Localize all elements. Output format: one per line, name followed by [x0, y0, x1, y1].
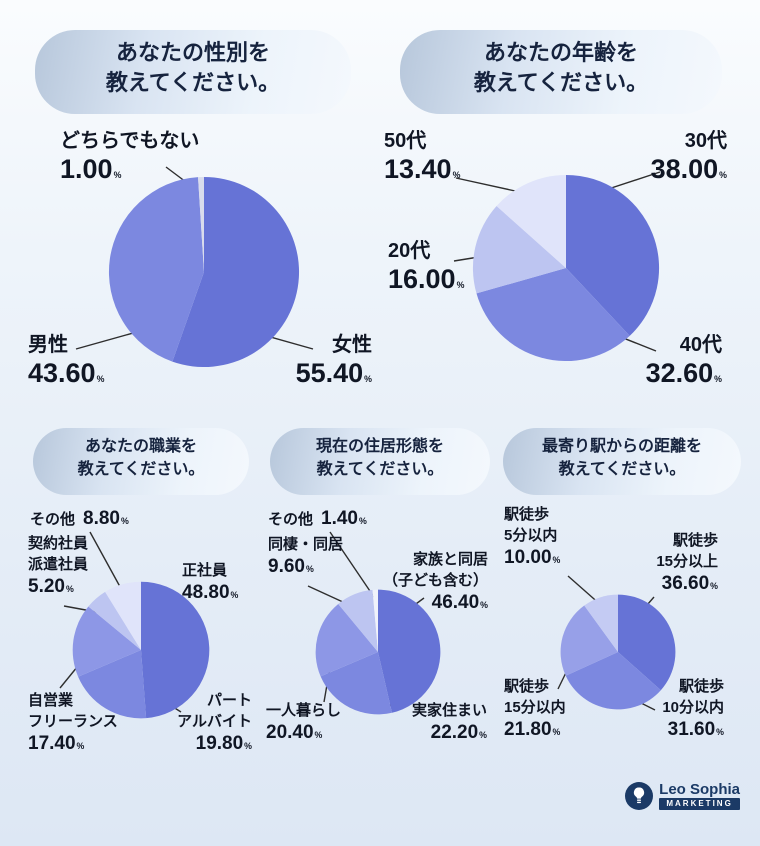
title-line: 現在の住居形態を: [315, 438, 444, 455]
label-housing-parents: 実家住まい 22.20%: [411, 702, 487, 743]
pie-slice-20代: [472, 206, 566, 294]
label-housing-alone: 一人暮らし 20.40%: [266, 702, 342, 743]
label-housing-other: その他 1.40%: [268, 508, 367, 529]
pie-slice-駅徒歩5分以内: [584, 594, 618, 652]
pie-slice-駅徒歩10分以内: [565, 652, 661, 710]
title-line: あなたの年齢を: [483, 40, 638, 65]
pie-slice-どちらでもない: [198, 176, 204, 272]
label-age-30s: 30代 38.00%: [650, 130, 727, 184]
title-line: 教えてください。: [316, 461, 444, 478]
chart-title-housing: 現在の住居形態を 教えてください。: [270, 428, 490, 495]
label-occupation-parttime: パート アルバイト 19.80%: [177, 692, 252, 754]
pie-slice-契約社員・派遣社員: [88, 591, 141, 650]
pie-occupation: [72, 581, 210, 719]
label-occupation-fulltime: 正社員 48.80%: [182, 562, 239, 603]
chart-title-station: 最寄り駅からの距離を 教えてください。: [503, 428, 741, 495]
label-gender-male: 男性 43.60%: [28, 334, 105, 388]
pie-slice-家族と同居（子ども含む）: [378, 589, 441, 713]
pie-slice-30代: [566, 174, 660, 336]
title-line: あなたの性別を: [115, 40, 270, 65]
label-age-50s: 50代 13.40%: [384, 130, 461, 184]
label-gender-neither: どちらでもない 1.00%: [60, 130, 200, 184]
pie-slice-40代: [476, 268, 630, 362]
label-station-15plus: 駅徒歩 15分以上 36.60%: [656, 532, 718, 594]
pie-slice-パート・アルバイト: [78, 650, 147, 719]
label-station-5min: 駅徒歩 5分以内 10.00%: [504, 506, 561, 568]
label-housing-cohabit: 同棲・同居 9.60%: [268, 536, 344, 577]
label-station-10min: 駅徒歩 10分以内 31.60%: [662, 678, 724, 740]
label-station-15min: 駅徒歩 15分以内 21.80%: [504, 678, 566, 740]
pie-slice-実家住まい: [320, 652, 392, 715]
logo-brand: Leo Sophia: [659, 781, 740, 798]
pie-slice-一人暮らし: [315, 603, 378, 677]
pie-slice-男性: [108, 177, 204, 362]
pie-slice-同棲・同居: [338, 589, 378, 652]
pie-slice-駅徒歩15分以上: [618, 594, 676, 691]
pie-station: [560, 594, 676, 710]
chart-title-occupation: あなたの職業を 教えてください。: [33, 428, 249, 495]
logo-badge: MARKETING: [659, 798, 740, 810]
title-line: 教えてください。: [77, 461, 205, 478]
pie-slice-駅徒歩15分以内: [560, 605, 618, 676]
label-age-20s: 20代 16.00%: [388, 240, 465, 294]
pie-housing: [315, 589, 441, 715]
pie-slice-正社員: [141, 581, 210, 719]
chart-title-age: あなたの年齢を 教えてください。: [400, 30, 722, 114]
label-occupation-freelance: 自営業 フリーランス 17.40%: [28, 692, 118, 754]
logo-text: Leo Sophia MARKETING: [659, 781, 740, 810]
title-line: 教えてください。: [558, 461, 686, 478]
pie-slice-その他: [105, 581, 141, 650]
label-gender-female: 女性 55.40%: [295, 334, 372, 388]
lightbulb-icon: [625, 781, 654, 810]
pie-slice-その他: [372, 589, 378, 652]
pie-gender: [108, 176, 300, 368]
chart-title-gender: あなたの性別を 教えてください。: [35, 30, 351, 114]
pie-slice-自営業・フリーランス: [72, 606, 141, 677]
leo-sophia-logo: Leo Sophia MARKETING: [625, 781, 740, 810]
title-line: 最寄り駅からの距離を: [541, 438, 702, 455]
title-line: 教えてください。: [473, 70, 649, 95]
title-line: あなたの職業を: [84, 438, 197, 455]
label-occupation-other: その他 8.80%: [30, 508, 129, 529]
title-line: 教えてください。: [105, 70, 281, 95]
label-housing-family: 家族と同居 （子ども含む） 46.40%: [382, 551, 488, 613]
pie-age: [472, 174, 660, 362]
pie-slice-女性: [172, 176, 300, 368]
label-occupation-contract: 契約社員 派遣社員 5.20%: [28, 535, 89, 597]
label-age-40s: 40代 32.60%: [645, 334, 722, 388]
pie-slice-50代: [496, 174, 566, 268]
